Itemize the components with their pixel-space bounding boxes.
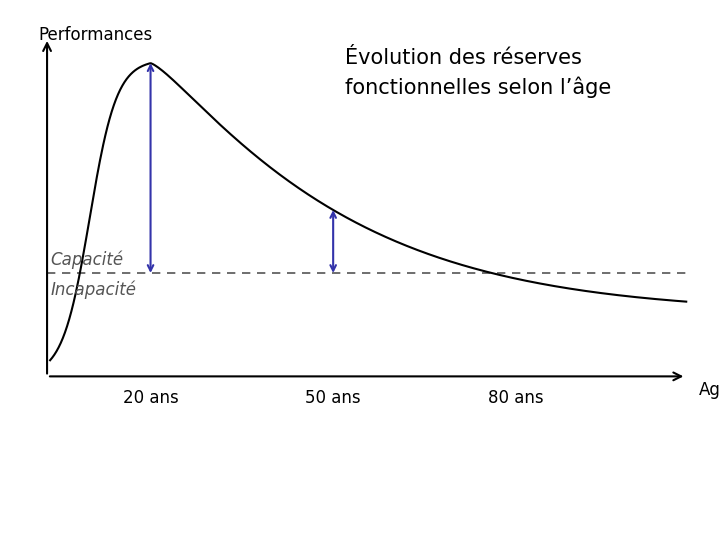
Text: Performances: Performances: [38, 25, 152, 44]
Text: Évolution des réserves
fonctionnelles selon l’âge: Évolution des réserves fonctionnelles se…: [346, 48, 611, 98]
Text: Incapacité: Incapacité: [50, 281, 136, 299]
Text: 80 ans: 80 ans: [488, 389, 544, 407]
Text: Capacité: Capacité: [50, 251, 123, 269]
Text: 50 ans: 50 ans: [305, 389, 361, 407]
Text: 20 ans: 20 ans: [122, 389, 179, 407]
Text: Age: Age: [698, 381, 720, 399]
